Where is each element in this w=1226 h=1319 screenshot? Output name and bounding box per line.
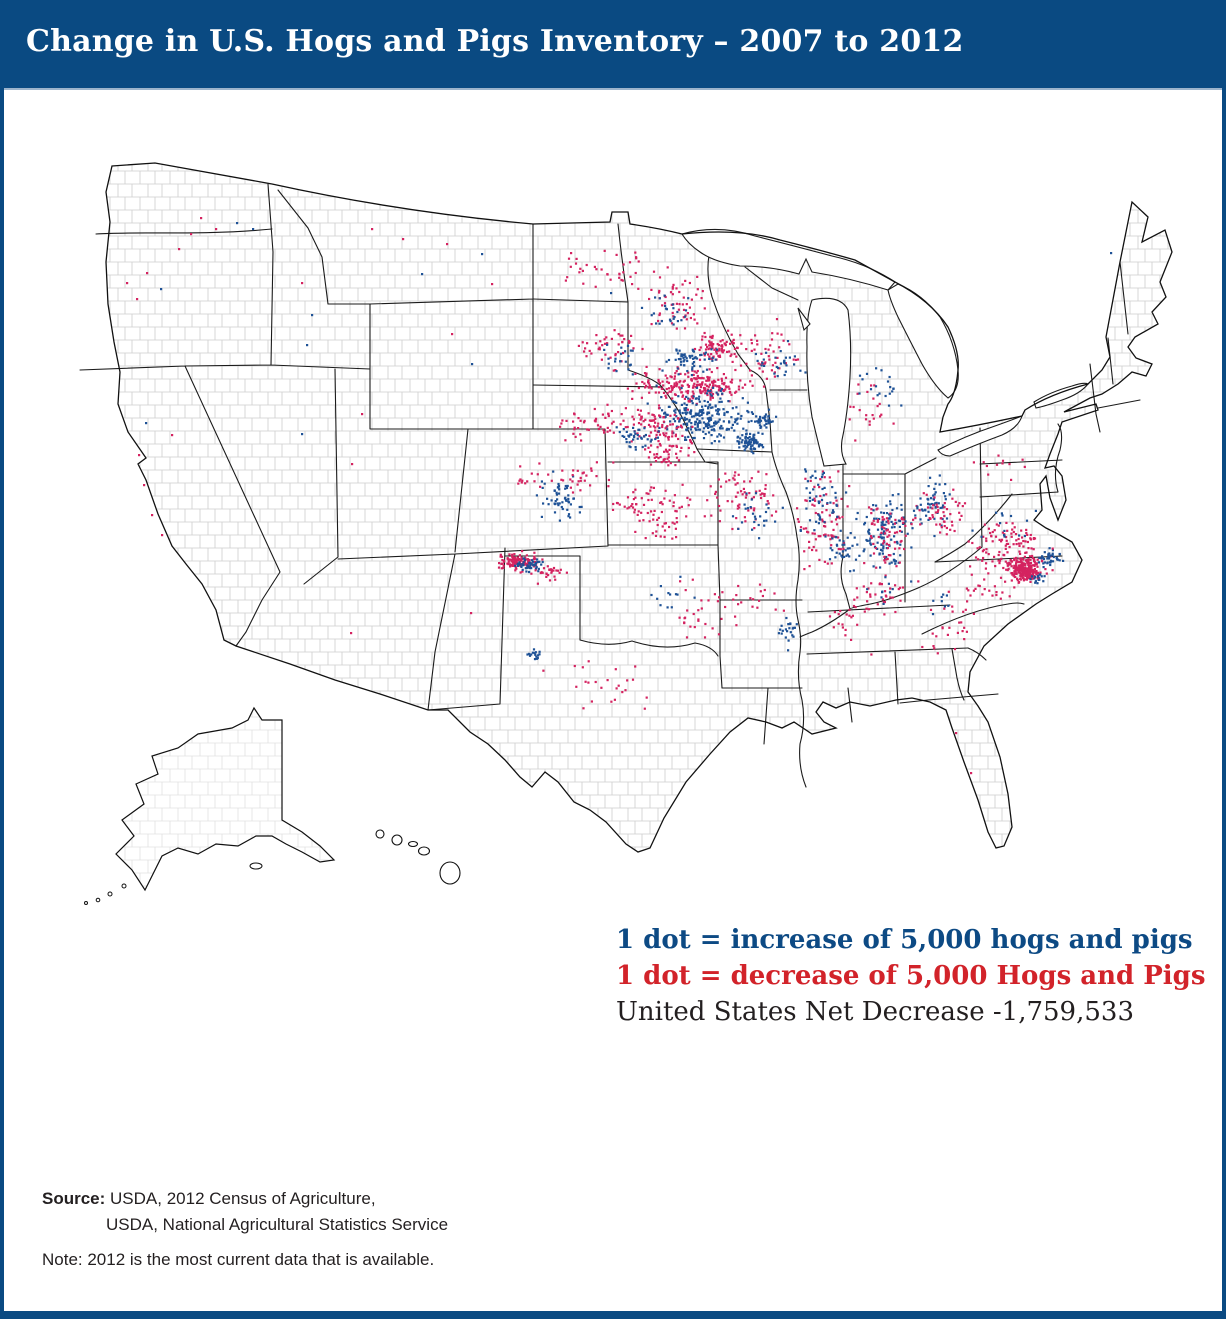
frame-left xyxy=(0,88,4,1319)
dot-layer xyxy=(497,249,1065,710)
alaska-islands xyxy=(84,862,263,905)
legend-increase: 1 dot = increase of 5,000 hogs and pigs xyxy=(616,925,1193,955)
legend-decrease: 1 dot = decrease of 5,000 Hogs and Pigs xyxy=(616,961,1206,991)
source-text-1: USDA, 2012 Census of Agriculture, xyxy=(110,1189,376,1208)
page-title: Change in U.S. Hogs and Pigs Inventory –… xyxy=(26,24,964,59)
frame-right xyxy=(1222,88,1226,1319)
lake-michigan xyxy=(806,297,852,467)
source-line-1: Source: USDA, 2012 Census of Agriculture… xyxy=(42,1186,642,1212)
hawaii-islands xyxy=(375,829,461,885)
note-line: Note: 2012 is the most current data that… xyxy=(42,1250,435,1269)
source-label: Source: xyxy=(42,1189,106,1208)
title-bar: Change in U.S. Hogs and Pigs Inventory –… xyxy=(0,0,1226,88)
map-legend: 1 dot = increase of 5,000 hogs and pigs … xyxy=(616,922,1206,1030)
map-svg xyxy=(79,162,1173,905)
great-lakes xyxy=(681,228,1089,467)
legend-net-change: United States Net Decrease -1,759,533 xyxy=(616,997,1134,1027)
lake-erie xyxy=(937,415,1023,457)
frame-bottom xyxy=(0,1311,1226,1319)
us-dot-density-map xyxy=(50,132,1190,912)
source-line-2: USDA, National Agricultural Statistics S… xyxy=(106,1215,449,1234)
source-block: Source: USDA, 2012 Census of Agriculture… xyxy=(42,1186,642,1273)
dot-layer-singles xyxy=(126,217,1113,842)
header-divider xyxy=(0,88,1226,90)
land-area xyxy=(106,163,1172,890)
lake-superior xyxy=(681,228,896,291)
green-bay xyxy=(797,307,811,332)
